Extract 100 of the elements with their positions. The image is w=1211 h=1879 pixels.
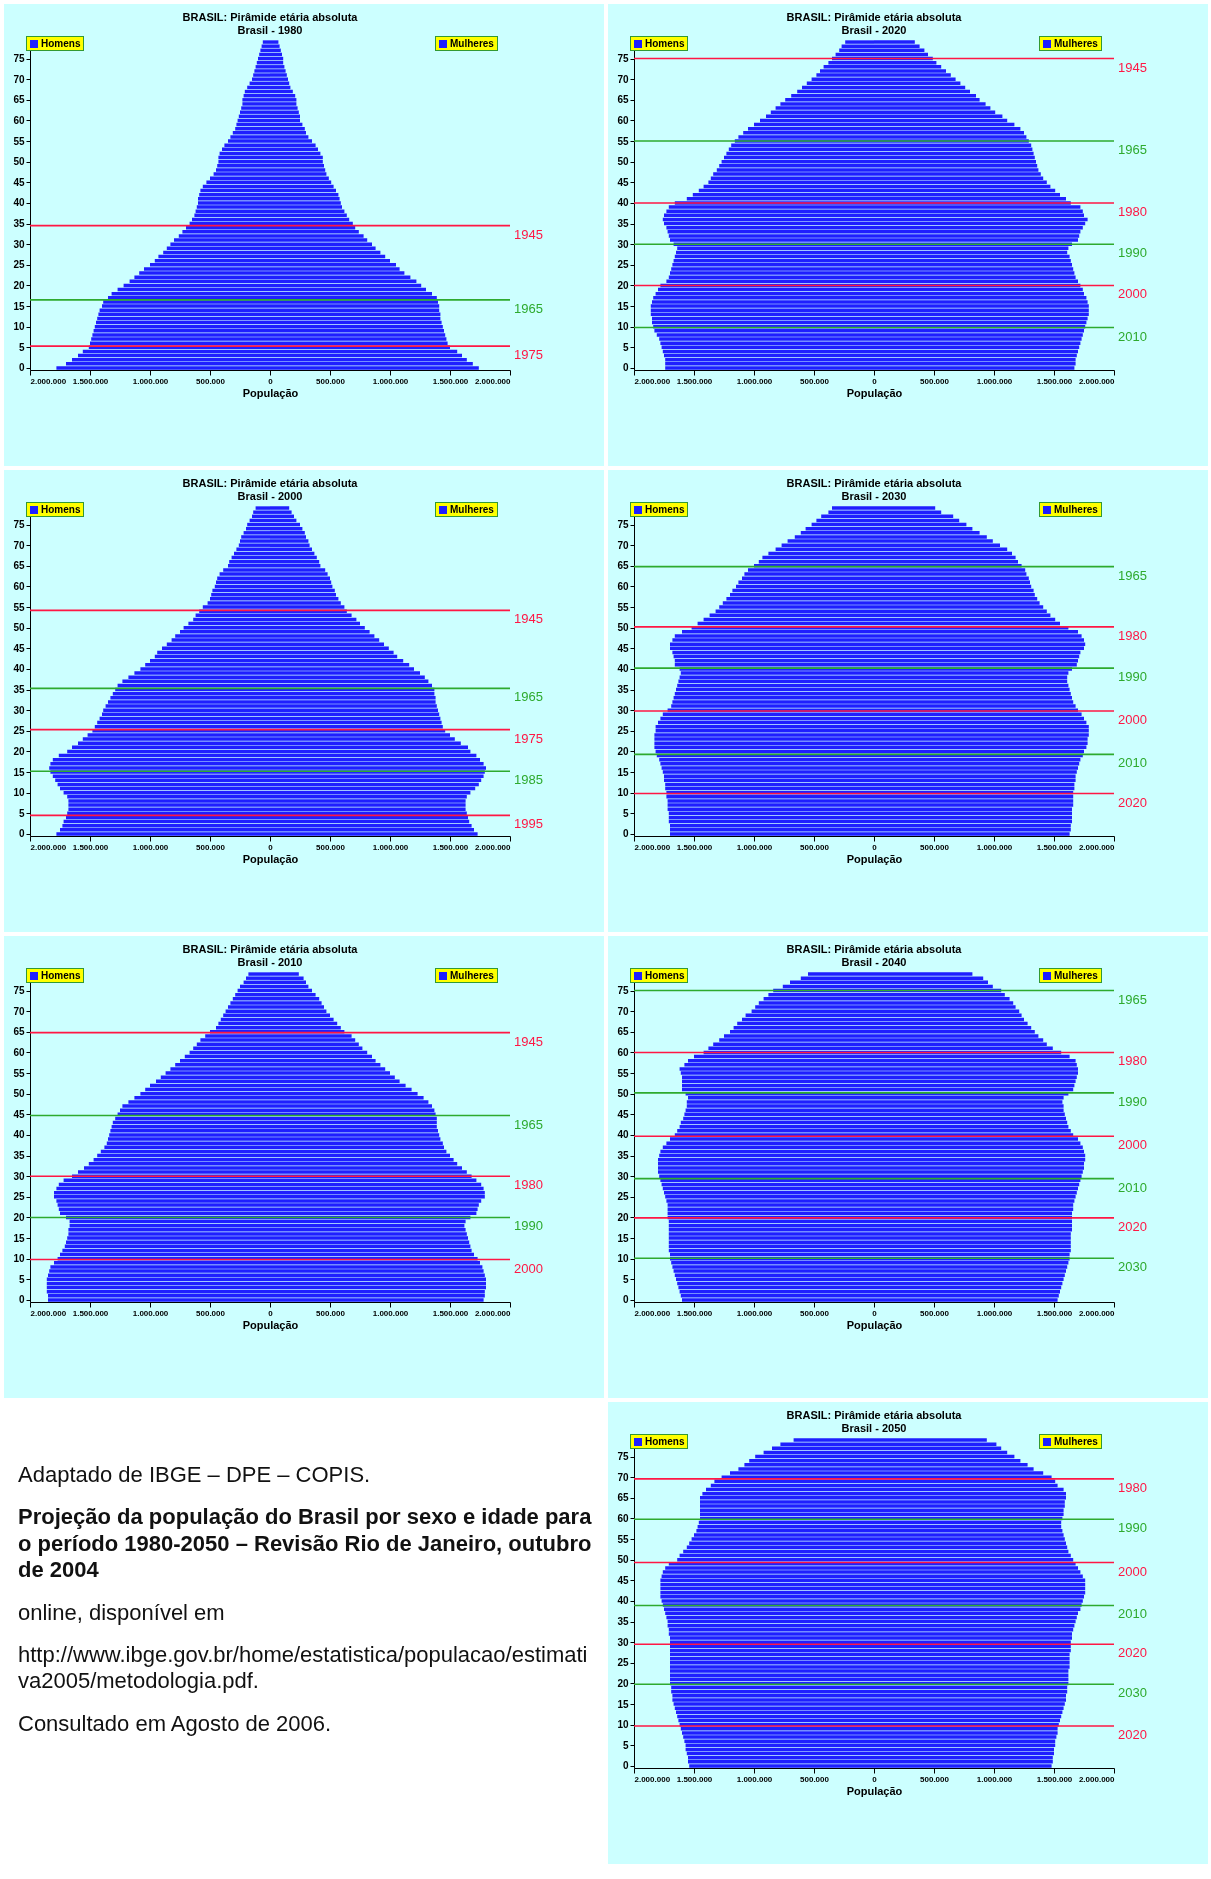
- x-tick-label: 1.500.000: [432, 376, 469, 386]
- x-tick-label: 1.000.000: [976, 376, 1013, 386]
- text: 1945: [514, 226, 543, 242]
- y-tick-label: 60: [617, 1046, 629, 1058]
- x-tick-label: 2.000.000: [1078, 1308, 1116, 1318]
- y-tick-label: 55: [617, 1533, 629, 1545]
- y-tick-label: 35: [617, 1150, 629, 1162]
- y-tick-label: 10: [617, 1253, 629, 1265]
- x-tick-label: 0: [872, 1774, 878, 1784]
- chart-subtitle: Brasil - 2030: [841, 490, 907, 502]
- y-tick-label: 0: [18, 828, 25, 840]
- y-tick-label: 40: [617, 197, 629, 209]
- y-tick-label: 0: [622, 362, 629, 374]
- text: 1975: [514, 347, 543, 363]
- y-tick-label: 35: [617, 684, 629, 696]
- text: 2000: [514, 1260, 543, 1276]
- y-tick-label: 45: [617, 1574, 629, 1586]
- y-tick-label: 25: [617, 259, 629, 271]
- x-tick-label: 500.000: [800, 1774, 830, 1784]
- text: 2020: [1118, 794, 1147, 810]
- x-tick-label: 1.000.000: [736, 1774, 773, 1784]
- text: 1990: [1118, 1520, 1147, 1536]
- y-tick-label: 25: [13, 259, 25, 271]
- y-tick-label: 30: [617, 1170, 629, 1182]
- x-tick-label: 500.000: [316, 376, 346, 386]
- y-tick-label: 0: [18, 1294, 25, 1306]
- text: Consultado em Agosto de 2006.: [18, 1710, 333, 1738]
- x-tick-label: 1.000.000: [976, 1308, 1013, 1318]
- text: 1980: [1118, 1479, 1147, 1495]
- x-tick-label: 0: [268, 1308, 274, 1318]
- y-tick-label: 55: [13, 1067, 25, 1079]
- y-tick-label: 30: [617, 238, 629, 250]
- y-tick-label: 15: [617, 300, 629, 312]
- x-tick-label: 1.500.000: [1036, 842, 1073, 852]
- x-tick-label: 1.000.000: [736, 842, 773, 852]
- y-tick-label: 60: [617, 114, 629, 126]
- y-tick-label: 65: [13, 560, 25, 572]
- text: 1965: [1118, 567, 1147, 583]
- x-tick-label: 2.000.000: [634, 842, 671, 852]
- x-tick-label: 1.500.000: [72, 376, 109, 386]
- y-tick-label: 50: [617, 156, 629, 168]
- y-tick-label: 10: [13, 787, 25, 799]
- x-tick-label: 2.000.000: [1078, 376, 1116, 386]
- x-tick-label: 1.500.000: [676, 1774, 713, 1784]
- y-tick-label: 5: [18, 341, 25, 353]
- y-tick-label: 20: [13, 279, 25, 291]
- y-tick-label: 0: [622, 1294, 629, 1306]
- y-tick-label: 25: [617, 1191, 629, 1203]
- y-tick-label: 20: [617, 1211, 629, 1223]
- y-tick-label: 35: [617, 218, 629, 230]
- y-tick-label: 30: [13, 238, 25, 250]
- x-axis-title: População: [846, 386, 903, 399]
- x-tick-label: 0: [268, 842, 274, 852]
- text: 2020: [1118, 1726, 1147, 1742]
- legend-label: Mulheres: [1054, 970, 1098, 981]
- chart-title: BRASIL: Pirâmide etária absoluta: [786, 11, 963, 23]
- text: 1975: [514, 730, 543, 746]
- x-tick-label: 1.000.000: [976, 842, 1013, 852]
- y-tick-label: 45: [13, 642, 25, 654]
- x-tick-label: 2.000.000: [1078, 842, 1116, 852]
- text: 1965: [514, 1116, 543, 1132]
- x-tick-label: 2.000.000: [634, 1308, 671, 1318]
- y-tick-label: 40: [13, 197, 25, 209]
- y-tick-label: 60: [617, 1512, 629, 1524]
- text: 1990: [1118, 1093, 1147, 1109]
- x-tick-label: 1.000.000: [976, 1774, 1013, 1784]
- text: 2000: [1118, 286, 1147, 302]
- x-tick-label: 1.500.000: [676, 842, 713, 852]
- y-tick-label: 15: [617, 1698, 629, 1710]
- text: 2020: [1118, 1218, 1147, 1234]
- y-tick-label: 35: [13, 1150, 25, 1162]
- x-axis-title: População: [242, 386, 299, 399]
- y-tick-label: 50: [617, 622, 629, 634]
- x-tick-label: 1.000.000: [372, 376, 409, 386]
- y-tick-label: 40: [617, 663, 629, 675]
- y-tick-label: 25: [13, 1191, 25, 1203]
- x-tick-label: 1.500.000: [432, 1308, 469, 1318]
- text: 1990: [1118, 245, 1147, 261]
- text: 1965: [514, 689, 543, 705]
- x-tick-label: 1.500.000: [676, 1308, 713, 1318]
- text: 1985: [514, 772, 543, 788]
- text: 1965: [1118, 991, 1147, 1007]
- y-tick-label: 65: [13, 94, 25, 106]
- y-tick-label: 30: [617, 1636, 629, 1648]
- chart-title: BRASIL: Pirâmide etária absoluta: [182, 11, 359, 23]
- text: 1945: [1118, 59, 1147, 75]
- x-tick-label: 0: [268, 376, 274, 386]
- y-tick-label: 50: [13, 156, 25, 168]
- text: online, disponível em: [18, 1599, 226, 1626]
- text: 1990: [1118, 669, 1147, 685]
- x-tick-label: 500.000: [920, 1308, 950, 1318]
- x-tick-label: 2.000.000: [474, 1308, 512, 1318]
- y-tick-label: 55: [13, 135, 25, 147]
- x-tick-label: 2.000.000: [634, 1774, 671, 1784]
- y-tick-label: 70: [617, 1005, 629, 1017]
- y-tick-label: 45: [617, 642, 629, 654]
- text: 2010: [1118, 755, 1147, 771]
- text: 2000: [1118, 712, 1147, 728]
- x-tick-label: 500.000: [800, 376, 830, 386]
- y-tick-label: 40: [13, 663, 25, 675]
